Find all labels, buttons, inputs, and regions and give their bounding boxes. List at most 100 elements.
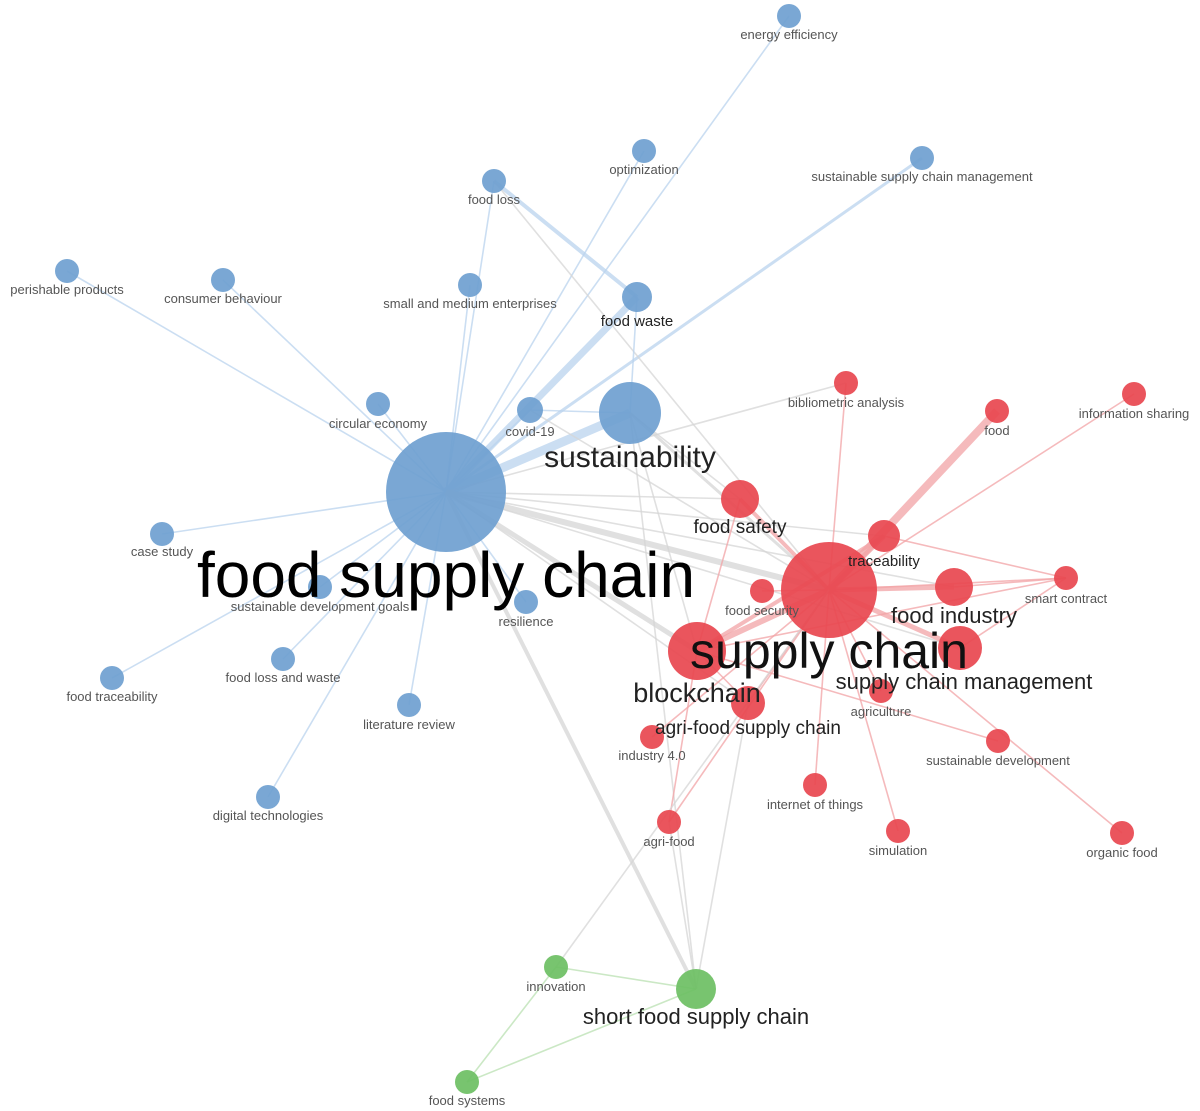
node-label-digital-technologies: digital technologies — [213, 808, 324, 823]
node-energy-efficiency[interactable] — [777, 4, 801, 28]
node-label-food-safety: food safety — [694, 517, 787, 538]
node-label-agriculture: agriculture — [851, 704, 912, 719]
node-literature-review[interactable] — [397, 693, 421, 717]
node-small-and-medium-enterprises[interactable] — [458, 273, 482, 297]
node-label-supply-chain: supply chain — [690, 623, 968, 679]
node-blockchain[interactable] — [668, 622, 726, 680]
edge-innovation-to-food-systems — [466, 966, 557, 1083]
node-simulation[interactable] — [886, 819, 910, 843]
node-perishable-products[interactable] — [55, 259, 79, 283]
node-label-covid-19: covid-19 — [505, 424, 554, 439]
node-label-information-sharing: information sharing — [1079, 406, 1190, 421]
edge-food-supply-chain-to-food-traceability — [111, 491, 447, 679]
node-label-blockchain: blockchain — [633, 678, 761, 708]
edge-food-supply-chain-to-traceability — [445, 491, 885, 537]
node-label-food-traceability: food traceability — [66, 689, 158, 704]
node-internet-of-things[interactable] — [803, 773, 827, 797]
node-label-sustainability: sustainability — [544, 441, 716, 474]
node-food[interactable] — [985, 399, 1009, 423]
edge-covid-19-to-supply-chain — [529, 409, 830, 591]
node-label-circular-economy: circular economy — [329, 416, 428, 431]
edge-innovation-to-supply-chain — [555, 589, 830, 968]
edge-food-supply-chain-to-supply-chain-management — [445, 491, 961, 649]
node-digital-technologies[interactable] — [256, 785, 280, 809]
node-organic-food[interactable] — [1110, 821, 1134, 845]
label-layer: food supply chain sustainability food wast… — [10, 27, 1189, 1108]
edge-agri-food-to-short-food-supply-chain — [668, 821, 697, 990]
node-resilience[interactable] — [514, 590, 538, 614]
node-information-sharing[interactable] — [1122, 382, 1146, 406]
edge-food-loss-to-food-waste — [492, 179, 639, 299]
node-supply-chain[interactable] — [781, 542, 877, 638]
node-label-food-systems: food systems — [429, 1093, 506, 1108]
node-label-traceability: traceability — [848, 553, 920, 570]
edge-food-supply-chain-to-optimization — [445, 150, 645, 493]
node-sustainability[interactable] — [599, 382, 661, 444]
node-short-food-supply-chain[interactable] — [676, 969, 716, 1009]
node-agri-food-supply-chain[interactable] — [731, 686, 765, 720]
node-food-loss[interactable] — [482, 169, 506, 193]
node-label-short-food-supply-chain: short food supply chain — [583, 1004, 809, 1029]
node-label-innovation: innovation — [526, 979, 585, 994]
node-label-bibliometric-analysis: bibliometric analysis — [788, 395, 905, 410]
node-label-food-loss-and-waste: food loss and waste — [226, 670, 341, 685]
node-label-small-and-medium-enterprises: small and medium enterprises — [383, 296, 557, 311]
node-food-security[interactable] — [750, 579, 774, 603]
edge-food-loss-to-supply-chain — [493, 180, 830, 591]
node-innovation[interactable] — [544, 955, 568, 979]
node-sustainable-development[interactable] — [986, 729, 1010, 753]
node-label-supply-chain-management: supply chain management — [836, 669, 1093, 694]
node-agri-food[interactable] — [657, 810, 681, 834]
node-sustainable-supply-chain-management[interactable] — [910, 146, 934, 170]
node-label-food-loss: food loss — [468, 192, 521, 207]
edge-sustainability-to-short-food-supply-chain — [629, 412, 697, 990]
node-label-sustainable-supply-chain-management: sustainable supply chain management — [811, 169, 1033, 184]
node-label-smart-contract: smart contract — [1025, 591, 1108, 606]
node-food-safety[interactable] — [721, 480, 759, 518]
node-agriculture[interactable] — [869, 679, 893, 703]
edge-food-supply-chain-to-short-food-supply-chain — [444, 491, 698, 990]
node-food-loss-and-waste[interactable] — [271, 647, 295, 671]
node-food-systems[interactable] — [455, 1070, 479, 1094]
node-food-supply-chain[interactable] — [386, 432, 506, 552]
node-label-resilience: resilience — [499, 614, 554, 629]
node-layer — [55, 4, 1146, 1094]
node-label-agri-food: agri-food — [643, 834, 694, 849]
node-food-industry[interactable] — [935, 568, 973, 606]
node-label-industry-4-0: industry 4.0 — [618, 748, 685, 763]
edge-supply-chain-to-organic-food — [828, 589, 1123, 834]
node-food-waste[interactable] — [622, 282, 652, 312]
node-food-traceability[interactable] — [100, 666, 124, 690]
node-label-perishable-products: perishable products — [10, 282, 124, 297]
node-industry-4-0[interactable] — [640, 725, 664, 749]
edge-food-supply-chain-to-energy-efficiency — [445, 15, 790, 493]
node-covid-19[interactable] — [517, 397, 543, 423]
node-sustainable-development-goals[interactable] — [308, 575, 332, 599]
edge-short-food-supply-chain-to-food-systems — [466, 988, 697, 1083]
node-case-study[interactable] — [150, 522, 174, 546]
edge-supply-chain-to-information-sharing — [828, 393, 1135, 591]
node-label-food: food — [984, 423, 1009, 438]
node-label-food-waste: food waste — [601, 313, 674, 330]
node-label-agri-food-supply-chain: agri-food supply chain — [655, 718, 841, 739]
node-supply-chain-management[interactable] — [938, 626, 982, 670]
node-consumer-behaviour[interactable] — [211, 268, 235, 292]
node-label-food-security: food security — [725, 603, 799, 618]
node-label-food-supply-chain: food supply chain — [197, 539, 695, 611]
node-label-optimization: optimization — [609, 162, 678, 177]
edge-food-supply-chain-to-supply-chain — [445, 489, 830, 593]
node-label-food-industry: food industry — [891, 603, 1017, 628]
node-label-energy-efficiency: energy efficiency — [740, 27, 838, 42]
node-traceability[interactable] — [868, 520, 900, 552]
node-optimization[interactable] — [632, 139, 656, 163]
node-circular-economy[interactable] — [366, 392, 390, 416]
node-label-consumer-behaviour: consumer behaviour — [164, 291, 282, 306]
node-label-literature-review: literature review — [363, 717, 455, 732]
node-label-sustainable-development: sustainable development — [926, 753, 1070, 768]
edge-blockchain-to-smart-contract — [696, 577, 1067, 652]
node-label-internet-of-things: internet of things — [767, 797, 864, 812]
node-bibliometric-analysis[interactable] — [834, 371, 858, 395]
node-smart-contract[interactable] — [1054, 566, 1078, 590]
edge-food-supply-chain-to-perishable-products — [66, 270, 447, 493]
